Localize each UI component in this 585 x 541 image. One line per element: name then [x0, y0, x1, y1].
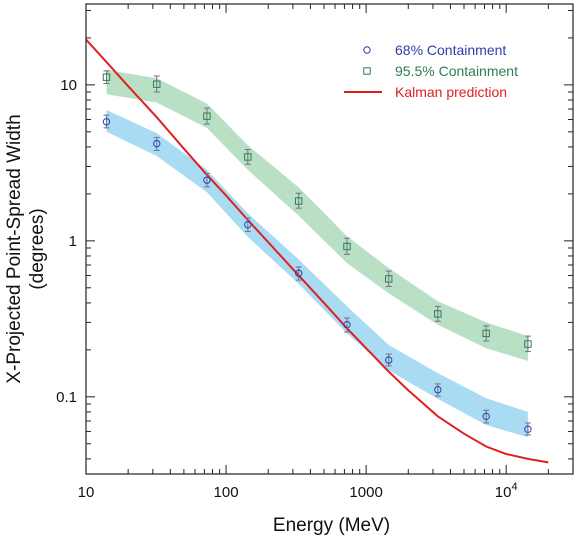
point-68-containment [102, 118, 111, 126]
legend-square-icon [363, 67, 371, 75]
axis-ticks [85, 4, 574, 474]
point-95-containment [294, 197, 303, 205]
point-95-containment [203, 112, 211, 120]
axis-tick-labels: 10 100 1000 104 0.1 1 10 [56, 77, 517, 501]
kalman-prediction-line [85, 38, 549, 464]
band-circle [106, 110, 528, 438]
x-axis-title: Energy (MeV) [273, 515, 390, 536]
y-axis-title-line2: (degrees) [27, 208, 48, 289]
point-68-containment [244, 220, 252, 229]
point-68-containment [385, 356, 393, 364]
point-68-containment [343, 320, 351, 329]
legend-label: 95.5% Containment [395, 63, 518, 79]
kalman-curve-group [85, 38, 549, 464]
point-95-containment [343, 242, 351, 251]
point-95-containment [153, 80, 161, 88]
containment-bands [106, 69, 528, 438]
x-tick-label: 1000 [349, 484, 382, 501]
y-tick-label: 10 [60, 77, 77, 94]
point-68-containment [434, 386, 442, 394]
point-95-containment [482, 329, 490, 338]
y-tick-label: 0.1 [56, 389, 77, 406]
band-square [106, 69, 528, 361]
legend-label: 68% Containment [395, 42, 506, 58]
x-tick-label: 100 [214, 484, 239, 501]
point-68-containment [482, 412, 490, 421]
legend-label: Kalman prediction [395, 84, 507, 100]
error-bars [103, 70, 531, 436]
point-95-containment [385, 275, 393, 283]
data-markers [102, 73, 532, 433]
point-68-containment [153, 139, 161, 148]
point-95-containment [244, 153, 252, 161]
plot-frame [85, 3, 574, 475]
point-95-containment [434, 310, 442, 318]
point-68-containment [203, 176, 211, 184]
x-tick-label: 104 [495, 481, 518, 501]
legend: 68% Containment 95.5% Containment Kalman p… [344, 42, 518, 100]
y-axis-title-line1: X-Projected Point-Spread Width [4, 114, 25, 383]
y-tick-label: 1 [69, 233, 77, 250]
point-68-containment [294, 269, 303, 277]
point-68-containment [524, 425, 532, 433]
point-95-containment [524, 340, 532, 348]
legend-circle-icon [363, 46, 371, 54]
x-tick-label: 10 [78, 484, 95, 501]
point-95-containment [102, 73, 111, 81]
